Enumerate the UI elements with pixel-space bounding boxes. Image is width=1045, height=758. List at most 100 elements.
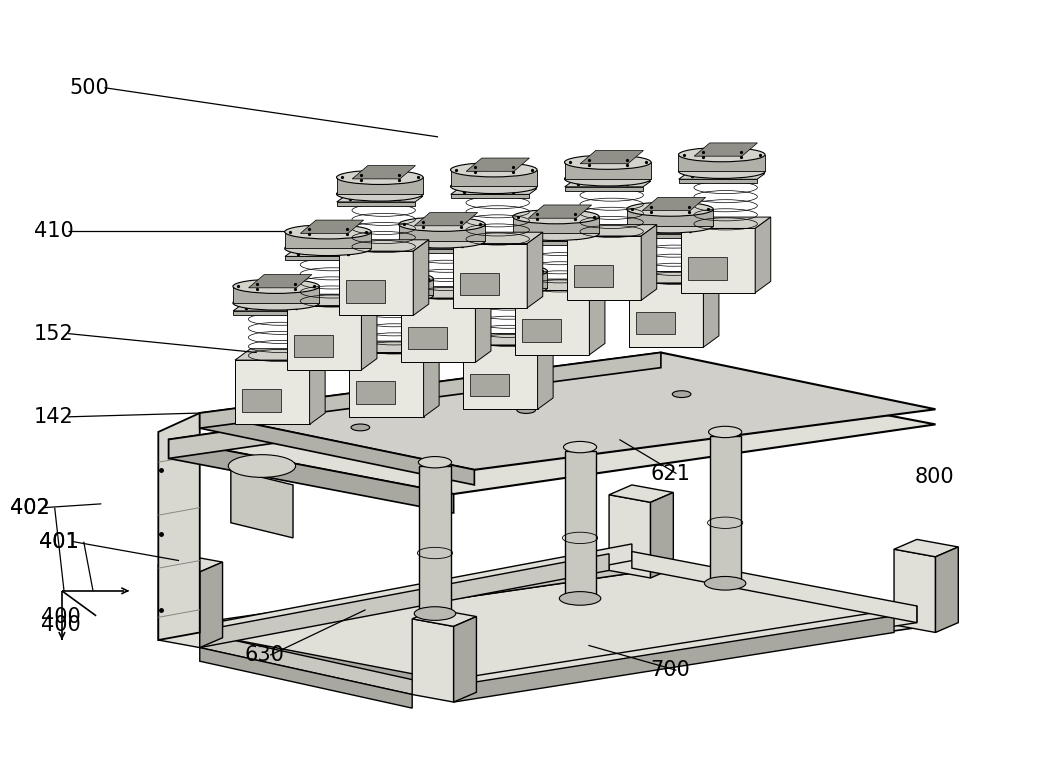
Ellipse shape xyxy=(228,455,296,478)
Polygon shape xyxy=(285,256,364,260)
Ellipse shape xyxy=(414,606,456,620)
Polygon shape xyxy=(627,209,714,226)
Polygon shape xyxy=(413,240,428,315)
Ellipse shape xyxy=(450,180,537,193)
Polygon shape xyxy=(235,349,325,360)
Polygon shape xyxy=(346,280,385,302)
Polygon shape xyxy=(580,151,644,164)
Polygon shape xyxy=(336,196,423,202)
Polygon shape xyxy=(466,158,530,171)
Text: 152: 152 xyxy=(33,324,73,343)
Polygon shape xyxy=(347,303,425,307)
Polygon shape xyxy=(200,413,474,485)
Polygon shape xyxy=(629,283,703,347)
Polygon shape xyxy=(574,265,612,287)
Ellipse shape xyxy=(704,577,746,590)
Polygon shape xyxy=(461,296,539,299)
Polygon shape xyxy=(349,341,439,352)
Ellipse shape xyxy=(461,264,548,278)
Polygon shape xyxy=(678,179,757,183)
Ellipse shape xyxy=(627,202,714,216)
Ellipse shape xyxy=(284,241,371,255)
Polygon shape xyxy=(347,298,434,303)
Polygon shape xyxy=(223,544,632,637)
Ellipse shape xyxy=(517,406,535,413)
Polygon shape xyxy=(564,451,596,598)
Polygon shape xyxy=(415,212,478,226)
Text: 401: 401 xyxy=(39,531,78,552)
Polygon shape xyxy=(461,271,548,288)
Polygon shape xyxy=(463,345,537,409)
Ellipse shape xyxy=(399,217,485,231)
Polygon shape xyxy=(450,189,537,194)
Polygon shape xyxy=(363,267,425,280)
Polygon shape xyxy=(401,298,475,362)
Text: 402: 402 xyxy=(9,497,49,518)
Polygon shape xyxy=(895,550,935,632)
Polygon shape xyxy=(158,565,200,647)
Ellipse shape xyxy=(336,171,423,184)
Text: 700: 700 xyxy=(651,660,691,680)
Polygon shape xyxy=(401,287,491,298)
Polygon shape xyxy=(200,647,412,708)
Polygon shape xyxy=(589,279,605,355)
Polygon shape xyxy=(513,236,599,241)
Polygon shape xyxy=(454,615,895,702)
Polygon shape xyxy=(632,552,916,622)
Polygon shape xyxy=(285,251,371,256)
Ellipse shape xyxy=(564,172,651,186)
Ellipse shape xyxy=(450,163,537,177)
Polygon shape xyxy=(284,232,371,249)
Polygon shape xyxy=(158,555,223,572)
Ellipse shape xyxy=(461,280,548,295)
Ellipse shape xyxy=(284,224,371,239)
Text: 401: 401 xyxy=(39,531,78,552)
Polygon shape xyxy=(158,413,200,640)
Ellipse shape xyxy=(672,390,691,397)
Polygon shape xyxy=(233,287,320,303)
Text: 800: 800 xyxy=(914,468,954,487)
Polygon shape xyxy=(537,334,553,409)
Text: 630: 630 xyxy=(245,645,284,666)
Polygon shape xyxy=(643,197,705,211)
Ellipse shape xyxy=(678,164,765,178)
Polygon shape xyxy=(231,470,293,538)
Polygon shape xyxy=(249,274,311,288)
Polygon shape xyxy=(412,619,454,702)
Ellipse shape xyxy=(709,426,742,437)
Polygon shape xyxy=(522,319,561,342)
Polygon shape xyxy=(339,240,428,251)
Polygon shape xyxy=(168,571,935,694)
Polygon shape xyxy=(339,251,413,315)
Polygon shape xyxy=(703,271,719,347)
Polygon shape xyxy=(336,177,423,194)
Polygon shape xyxy=(399,249,478,252)
Polygon shape xyxy=(399,243,485,249)
Polygon shape xyxy=(412,609,477,626)
Polygon shape xyxy=(233,305,319,311)
Polygon shape xyxy=(564,181,651,186)
Polygon shape xyxy=(356,381,395,404)
Polygon shape xyxy=(463,334,553,345)
Polygon shape xyxy=(235,360,309,424)
Polygon shape xyxy=(678,174,765,179)
Ellipse shape xyxy=(288,402,307,409)
Polygon shape xyxy=(200,554,609,647)
Polygon shape xyxy=(528,232,542,308)
Polygon shape xyxy=(470,374,509,396)
Polygon shape xyxy=(295,334,333,357)
Ellipse shape xyxy=(347,288,434,302)
Polygon shape xyxy=(286,305,362,370)
Polygon shape xyxy=(651,493,673,578)
Polygon shape xyxy=(609,485,673,503)
Polygon shape xyxy=(566,224,656,236)
Polygon shape xyxy=(678,155,765,171)
Polygon shape xyxy=(688,258,727,280)
Text: 402: 402 xyxy=(9,497,49,518)
Polygon shape xyxy=(609,495,651,578)
Text: 500: 500 xyxy=(70,78,110,98)
Polygon shape xyxy=(423,341,439,417)
Polygon shape xyxy=(168,370,935,494)
Polygon shape xyxy=(168,627,454,694)
Polygon shape xyxy=(529,205,591,218)
